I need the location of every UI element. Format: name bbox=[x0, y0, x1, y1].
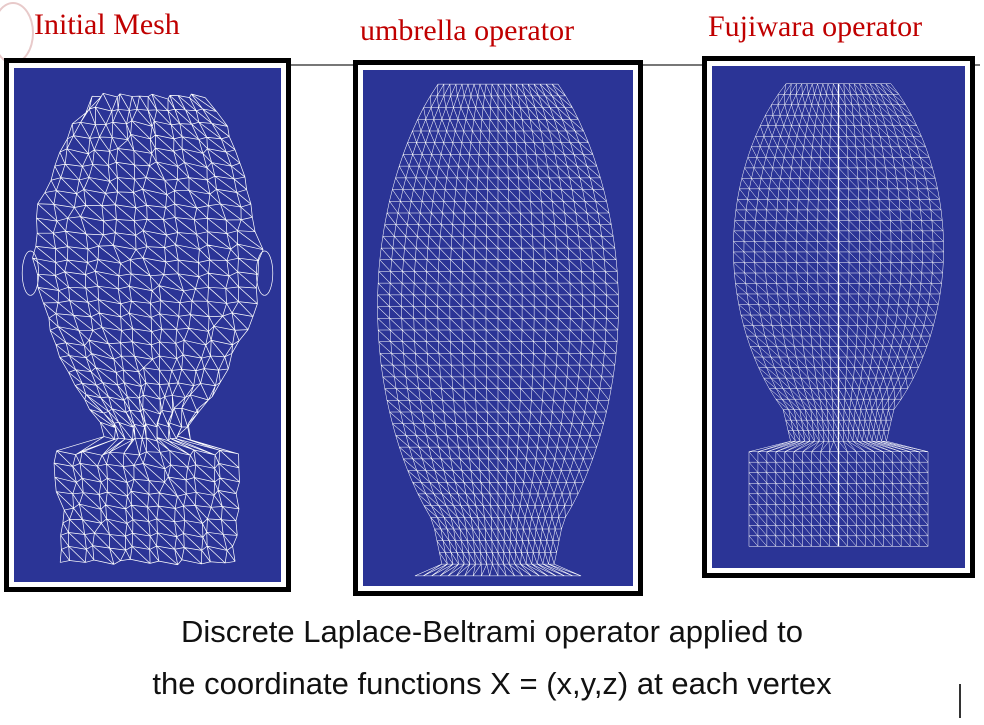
mesh-head-fujiwara bbox=[733, 83, 944, 547]
panel-umbrella-operator bbox=[353, 60, 643, 596]
caption-fujiwara-operator: Fujiwara operator bbox=[708, 10, 923, 43]
panel-initial-mesh bbox=[4, 58, 291, 592]
panel-fujiwara-operator bbox=[702, 56, 975, 578]
text-cursor bbox=[959, 684, 961, 718]
caption-initial-mesh: Initial Mesh bbox=[34, 8, 180, 41]
description-line-1: Discrete Laplace-Beltrami operator appli… bbox=[180, 614, 804, 649]
mesh-head-umbrella bbox=[377, 83, 619, 577]
caption-umbrella-operator: umbrella operator bbox=[360, 14, 575, 47]
university-seal-icon bbox=[0, 2, 34, 64]
mesh-head-initial bbox=[21, 92, 274, 566]
description-line-2: the coordinate functions X = (x,y,z) at … bbox=[152, 666, 832, 701]
